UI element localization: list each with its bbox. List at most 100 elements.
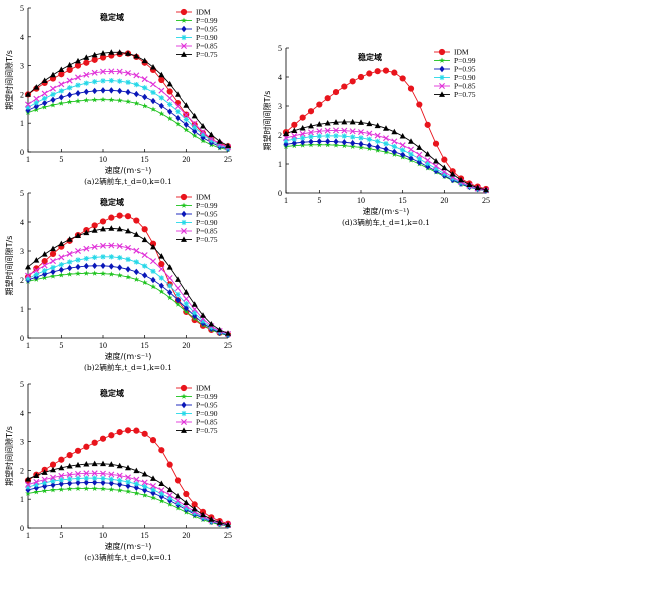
data-point <box>50 102 56 108</box>
data-point <box>33 257 40 263</box>
data-point <box>92 262 98 269</box>
data-point <box>158 95 164 101</box>
data-point <box>308 134 314 140</box>
x-tick-label: 25 <box>482 196 490 205</box>
x-tick-label: 15 <box>399 196 407 205</box>
data-point <box>166 486 173 493</box>
data-point <box>83 80 89 86</box>
data-point <box>41 487 48 494</box>
data-point <box>58 81 65 88</box>
data-point <box>291 139 297 147</box>
data-point <box>100 242 106 249</box>
data-point <box>399 75 406 82</box>
data-point <box>108 263 114 270</box>
data-point <box>141 252 148 259</box>
data-point <box>42 99 48 107</box>
data-point <box>175 276 181 282</box>
data-point <box>58 486 65 492</box>
y-tick-label: 0 <box>20 524 24 533</box>
data-point <box>183 102 190 108</box>
legend-marker <box>181 228 187 234</box>
data-point <box>191 505 198 512</box>
data-point <box>91 243 98 250</box>
data-point <box>308 138 314 145</box>
data-point <box>349 128 356 135</box>
data-point <box>166 95 173 102</box>
data-point <box>25 475 31 482</box>
series-p-0-99 <box>25 270 231 338</box>
data-point <box>49 461 57 468</box>
data-point <box>41 262 48 269</box>
data-point <box>100 87 106 94</box>
data-point <box>66 236 73 242</box>
data-point <box>158 260 165 268</box>
data-point <box>66 77 73 84</box>
data-point <box>332 88 340 96</box>
y-tick-label: 0 <box>20 148 24 157</box>
data-point <box>150 63 156 70</box>
y-tick-label: 1 <box>20 495 24 504</box>
legend-entry: IDM <box>196 384 211 393</box>
data-point <box>424 151 431 157</box>
data-point <box>174 477 182 484</box>
legend-entry: P=0.75 <box>196 426 218 435</box>
data-point <box>141 479 148 486</box>
data-point <box>208 131 215 138</box>
data-point <box>117 481 123 488</box>
data-point <box>91 439 98 446</box>
data-point <box>117 255 123 261</box>
data-point <box>141 76 148 83</box>
data-point <box>341 118 348 125</box>
x-tick-label: 25 <box>224 341 232 350</box>
data-point <box>25 91 31 97</box>
data-point <box>83 255 89 262</box>
data-point <box>83 262 89 270</box>
y-tick-label: 0 <box>278 189 282 198</box>
data-point <box>100 262 106 269</box>
data-point <box>67 264 73 272</box>
legend-entry: P=0.95 <box>196 210 218 219</box>
data-point <box>66 61 73 68</box>
data-point <box>425 161 431 167</box>
data-point <box>150 243 156 250</box>
data-point <box>41 77 48 83</box>
data-point <box>41 469 48 475</box>
data-point <box>150 276 156 284</box>
data-point <box>125 88 131 96</box>
data-point <box>183 111 190 118</box>
data-point <box>133 247 140 254</box>
data-point <box>133 276 140 282</box>
series-p-0-75 <box>25 225 231 336</box>
y-axis-label: 期望时间间隙T/s <box>4 426 14 486</box>
data-point <box>108 471 115 478</box>
data-point <box>141 226 148 233</box>
data-point <box>208 516 215 522</box>
legend-entry: P=0.90 <box>196 33 218 42</box>
data-point <box>166 88 173 95</box>
x-tick-label: 20 <box>182 155 190 164</box>
data-point <box>50 273 56 279</box>
data-point <box>150 283 156 290</box>
data-point <box>341 133 347 139</box>
y-tick-label: 4 <box>278 73 282 82</box>
data-point <box>66 98 73 105</box>
data-point <box>350 134 356 140</box>
data-point <box>291 132 298 139</box>
data-point <box>125 70 131 77</box>
data-point <box>316 138 322 145</box>
data-point <box>100 470 106 477</box>
data-point <box>424 121 431 128</box>
legend-entry: P=0.90 <box>196 409 218 418</box>
data-point <box>441 171 447 177</box>
data-point <box>91 222 98 229</box>
legend-marker <box>180 193 188 201</box>
data-point <box>183 121 189 128</box>
data-point <box>58 240 65 247</box>
data-point <box>50 478 56 484</box>
y-axis-label: 期望时间间隙T/s <box>262 91 272 151</box>
data-point <box>149 437 157 444</box>
